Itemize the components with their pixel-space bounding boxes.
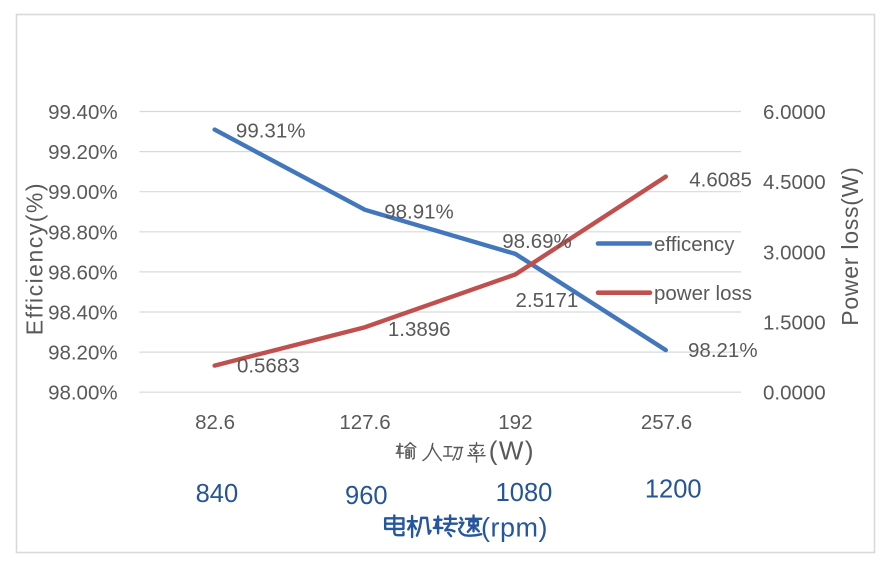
svg-text:98.60%: 98.60%	[48, 261, 118, 284]
svg-text:power loss: power loss	[654, 282, 752, 305]
svg-text:efficency: efficency	[654, 233, 735, 256]
svg-text:98.21%: 98.21%	[688, 339, 758, 362]
svg-text:1080: 1080	[496, 479, 553, 507]
svg-text:99.40%: 99.40%	[48, 101, 118, 124]
svg-text:127.6: 127.6	[339, 411, 390, 434]
svg-text:1200: 1200	[645, 476, 702, 504]
svg-text:1.3896: 1.3896	[388, 318, 451, 341]
svg-text:1.5000: 1.5000	[763, 312, 826, 335]
svg-text:192: 192	[498, 411, 532, 434]
svg-text:4.5000: 4.5000	[763, 171, 826, 194]
svg-text:2.5171: 2.5171	[516, 289, 579, 312]
svg-text:99.31%: 99.31%	[236, 119, 306, 142]
svg-text:98.69%: 98.69%	[502, 230, 572, 253]
svg-text:98.00%: 98.00%	[48, 382, 118, 405]
svg-text:Efficiency(%): Efficiency(%)	[22, 182, 48, 335]
svg-text:(rpm): (rpm)	[481, 513, 548, 543]
svg-text:257.6: 257.6	[641, 411, 692, 434]
svg-text:82.6: 82.6	[195, 411, 235, 434]
svg-text:0.5683: 0.5683	[237, 355, 300, 378]
svg-text:(W): (W)	[489, 435, 535, 465]
svg-text:4.6085: 4.6085	[689, 169, 752, 192]
svg-text:Power loss(W): Power loss(W)	[837, 166, 863, 325]
svg-text:99.00%: 99.00%	[48, 181, 118, 204]
svg-text:98.40%: 98.40%	[48, 302, 118, 325]
svg-text:840: 840	[196, 480, 239, 508]
svg-text:6.0000: 6.0000	[763, 101, 826, 124]
svg-text:0.0000: 0.0000	[763, 382, 826, 405]
svg-text:98.80%: 98.80%	[48, 221, 118, 244]
svg-text:960: 960	[345, 482, 388, 510]
svg-text:99.20%: 99.20%	[48, 141, 118, 164]
svg-text:98.91%: 98.91%	[384, 200, 454, 223]
svg-text:98.20%: 98.20%	[48, 342, 118, 365]
svg-text:3.0000: 3.0000	[763, 241, 826, 264]
